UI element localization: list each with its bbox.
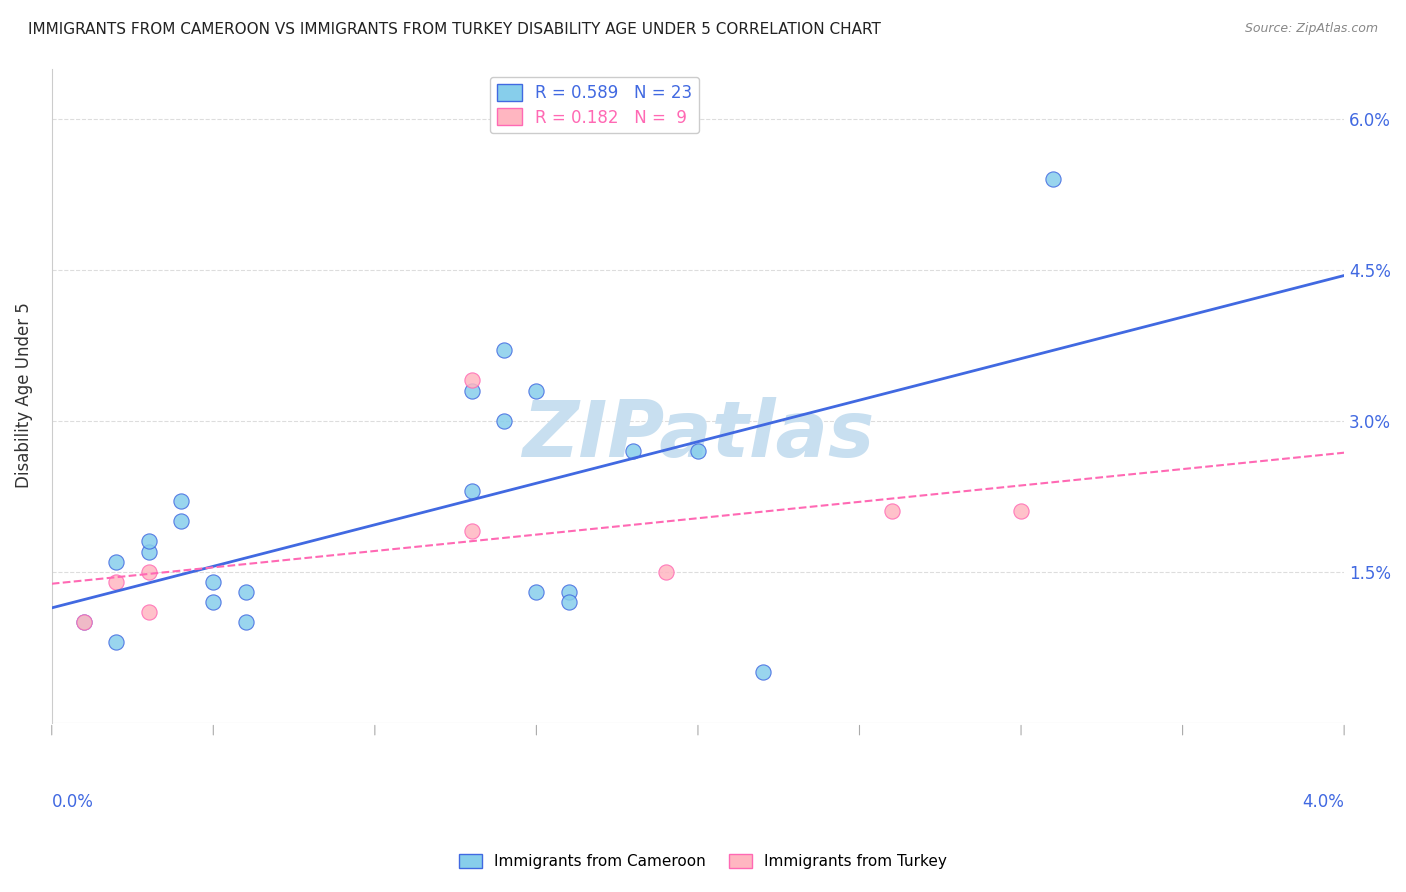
Legend: R = 0.589   N = 23, R = 0.182   N =  9: R = 0.589 N = 23, R = 0.182 N = 9 [491, 77, 699, 133]
Point [526, 584, 548, 599]
Point [202, 595, 225, 609]
Point [1010, 504, 1032, 518]
Point [235, 615, 257, 629]
Point [751, 665, 773, 680]
Text: 4.0%: 4.0% [1302, 793, 1344, 811]
Point [73, 615, 96, 629]
Text: IMMIGRANTS FROM CAMEROON VS IMMIGRANTS FROM TURKEY DISABILITY AGE UNDER 5 CORREL: IMMIGRANTS FROM CAMEROON VS IMMIGRANTS F… [28, 22, 882, 37]
Point [138, 534, 160, 549]
Point [73, 615, 96, 629]
Point [138, 544, 160, 558]
Point [105, 555, 128, 569]
Point [461, 524, 484, 539]
Point [654, 565, 676, 579]
Point [557, 584, 579, 599]
Y-axis label: Disability Age Under 5: Disability Age Under 5 [15, 302, 32, 489]
Point [494, 343, 516, 358]
Point [105, 635, 128, 649]
Text: 0.0%: 0.0% [52, 793, 94, 811]
Point [880, 504, 903, 518]
Point [461, 374, 484, 388]
Point [138, 565, 160, 579]
Point [621, 443, 644, 458]
Point [461, 484, 484, 499]
Point [105, 574, 128, 589]
Point [235, 584, 257, 599]
Point [202, 574, 225, 589]
Point [461, 384, 484, 398]
Point [494, 414, 516, 428]
Point [686, 443, 709, 458]
Point [1042, 172, 1064, 186]
Point [170, 494, 193, 508]
Point [170, 514, 193, 528]
Text: Source: ZipAtlas.com: Source: ZipAtlas.com [1244, 22, 1378, 36]
Point [526, 384, 548, 398]
Text: ZIPatlas: ZIPatlas [522, 397, 875, 473]
Point [557, 595, 579, 609]
Point [138, 605, 160, 619]
Legend: Immigrants from Cameroon, Immigrants from Turkey: Immigrants from Cameroon, Immigrants fro… [453, 848, 953, 875]
